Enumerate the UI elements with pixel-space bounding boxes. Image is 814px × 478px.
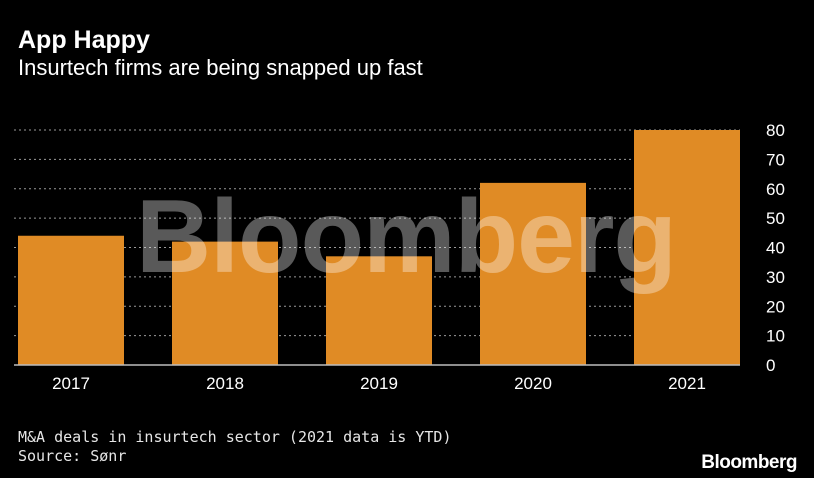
x-axis-ticks: 2017 2018 2019 2020 2021 xyxy=(52,374,706,393)
bar-2021 xyxy=(634,130,740,365)
y-tick-label: 70 xyxy=(766,150,785,169)
y-tick-label: 50 xyxy=(766,209,785,228)
y-tick-label: 20 xyxy=(766,297,785,316)
x-tick-label: 2018 xyxy=(206,374,244,393)
bar-2017 xyxy=(18,235,124,365)
bloomberg-watermark: Bloomberg xyxy=(136,179,676,295)
chart-title: App Happy xyxy=(18,26,150,54)
x-tick-label: 2020 xyxy=(514,374,552,393)
y-tick-label: 10 xyxy=(766,327,785,346)
bar-2019 xyxy=(326,256,432,365)
bar-2018 xyxy=(172,241,278,365)
y-tick-label: 80 xyxy=(766,121,785,140)
footnote: M&A deals in insurtech sector (2021 data… xyxy=(18,428,452,446)
y-tick-label: 60 xyxy=(766,180,785,199)
x-tick-label: 2021 xyxy=(668,374,706,393)
x-tick-label: 2017 xyxy=(52,374,90,393)
bloomberg-logo: Bloomberg xyxy=(701,452,797,473)
y-tick-label: 0 xyxy=(766,356,775,375)
source-note: Source: Sønr xyxy=(18,447,127,465)
x-tick-label: 2019 xyxy=(360,374,398,393)
y-tick-label: 40 xyxy=(766,239,785,258)
y-axis-ticks: 0 10 20 30 40 50 60 70 80 xyxy=(766,121,785,375)
bars xyxy=(18,130,740,365)
y-tick-label: 30 xyxy=(766,268,785,287)
chart-subtitle: Insurtech firms are being snapped up fas… xyxy=(18,55,423,80)
bar-2020 xyxy=(480,182,586,365)
grid-lines xyxy=(14,129,740,337)
